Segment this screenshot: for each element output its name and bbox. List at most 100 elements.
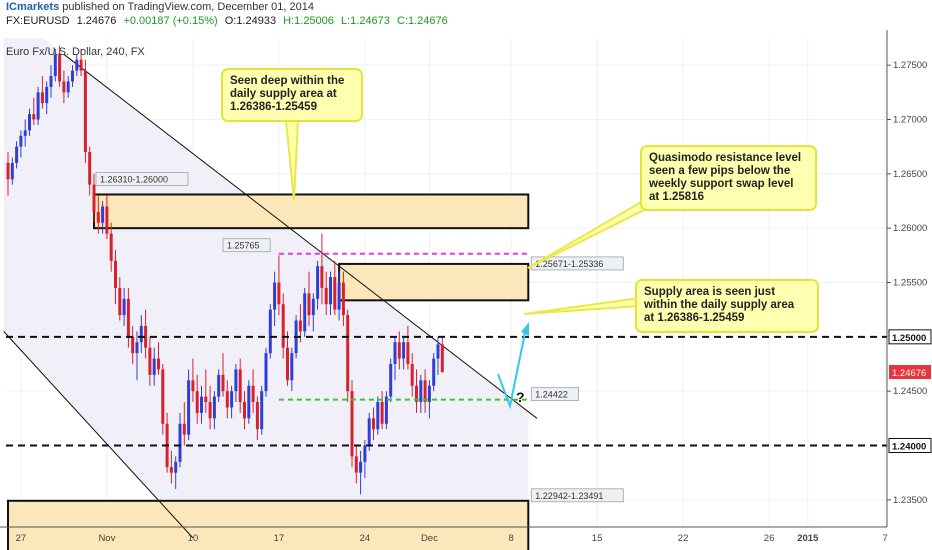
- candle-bear: [286, 347, 289, 381]
- supply-demand-zone: [7, 499, 530, 550]
- author-link[interactable]: ICmarkets: [6, 1, 60, 13]
- candle-bull: [10, 162, 14, 180]
- candle-bull: [384, 396, 388, 424]
- channel-lines: [3, 53, 538, 539]
- candle-bull: [53, 54, 57, 77]
- candles: [6, 45, 444, 495]
- candle-bear: [131, 336, 135, 354]
- candle-bear: [161, 369, 165, 424]
- candle-bear: [255, 402, 259, 430]
- candle-bear: [118, 287, 122, 316]
- candle-bull: [432, 358, 436, 386]
- candle-bull: [36, 92, 40, 120]
- candle-bull: [230, 391, 234, 408]
- zone-label-upper-bg: [95, 172, 189, 186]
- candle-bull: [101, 206, 105, 223]
- candle-bull: [402, 342, 406, 359]
- candle-bear: [32, 114, 36, 120]
- candle-bear: [440, 344, 444, 373]
- candle-bull: [303, 293, 307, 332]
- x-tick-label: Dec: [421, 533, 438, 544]
- candle-bear: [380, 402, 384, 424]
- candle-bull: [135, 342, 139, 354]
- candle-bull: [234, 369, 238, 392]
- quote-line: FX:EURUSD 1.24676 +0.00187 (+0.15%) O:1.…: [6, 15, 452, 27]
- level-tag-bg: [888, 438, 932, 453]
- x-tick-label: 15: [592, 533, 603, 544]
- candle-bull: [316, 266, 320, 299]
- candle-bear: [191, 380, 195, 392]
- projection-path: [497, 327, 527, 410]
- x-tick-label: 10: [188, 533, 199, 544]
- candle-bear: [277, 282, 281, 305]
- chart-title: Euro Fx/U.S. Dollar, 240, FX: [6, 46, 145, 58]
- candle-bull: [337, 282, 341, 310]
- candle-bear: [307, 293, 311, 316]
- publish-info: published on TradingView.com, December 0…: [62, 1, 314, 13]
- candle-bear: [157, 358, 160, 370]
- candle-bear: [182, 423, 186, 435]
- candle-bull: [19, 135, 23, 147]
- y-tick-label: 1.26500: [893, 169, 927, 180]
- low-value: L:1.24673: [340, 15, 390, 27]
- callout-text: at 1.26386-1.25459: [644, 312, 744, 324]
- candle-bear: [126, 298, 130, 337]
- callout-box: [635, 279, 819, 333]
- candle-bull: [187, 380, 191, 435]
- candle-bear: [148, 347, 152, 375]
- candle-bear: [281, 304, 285, 348]
- candle-bear: [109, 233, 113, 261]
- candle-bear: [333, 277, 337, 310]
- candle-bull: [247, 385, 251, 419]
- candle-bull: [389, 364, 393, 397]
- supply-demand-zone: [93, 193, 530, 230]
- candle-bear: [92, 184, 96, 212]
- candle-bull: [436, 344, 440, 359]
- candle-bull: [178, 423, 182, 462]
- levels: 1.26310-1.26000 1.25671-1.25336 1.22942-1.…: [6, 172, 887, 503]
- candle-bull: [15, 146, 19, 163]
- channel-lower-line: [3, 331, 194, 539]
- candle-bear: [423, 380, 427, 403]
- high-value: H:1.25006: [283, 15, 334, 27]
- symbol-label[interactable]: FX:EURUSD: [6, 15, 70, 27]
- callout-box: [640, 145, 817, 211]
- callout-text: weekly support swap level: [648, 178, 793, 190]
- publish-line: ICmarkets published on TradingView.com, …: [6, 1, 314, 13]
- candle-bear: [208, 402, 212, 419]
- x-tick-label: 17: [274, 533, 285, 544]
- green-line-label: 1.24422: [535, 390, 568, 400]
- candle-bull: [268, 309, 272, 354]
- candle-bear: [225, 391, 229, 408]
- level-tag-bg: [888, 329, 932, 345]
- x-tick-label: 22: [678, 533, 689, 544]
- candle-bear: [372, 418, 375, 430]
- channel-shade: [3, 38, 529, 527]
- green-line-label-bg: [530, 387, 579, 402]
- open-value: O:1.24933: [224, 15, 277, 27]
- callout-text: within the daily supply area: [643, 299, 795, 311]
- zone-label-lower-bg: [530, 488, 624, 503]
- candle-bear: [58, 54, 62, 82]
- candle-bull: [290, 353, 294, 381]
- candle-bear: [204, 396, 208, 403]
- projection-arrowhead: [521, 322, 529, 336]
- candle-bear: [320, 266, 324, 288]
- x-tick-label: Nov: [98, 533, 115, 544]
- candle-bear: [243, 402, 246, 419]
- candle-bear: [79, 59, 83, 71]
- candle-bull: [273, 282, 277, 310]
- price-chart[interactable]: 1.26310-1.26000 1.25671-1.25336 1.22942-1.…: [0, 30, 932, 550]
- candle-bull: [152, 358, 156, 375]
- candle-bear: [410, 364, 414, 386]
- level-tag-label: 1.24000: [892, 442, 926, 453]
- callout-text: Supply area is seen just: [644, 286, 775, 298]
- candle-bull: [75, 59, 79, 71]
- candle-bull: [311, 298, 315, 316]
- candle-bull: [260, 391, 264, 430]
- candle-bull: [174, 461, 178, 473]
- y-tick-label: 1.27500: [893, 60, 927, 71]
- last-price: 1.24676: [76, 15, 117, 27]
- candle-bull: [45, 86, 49, 104]
